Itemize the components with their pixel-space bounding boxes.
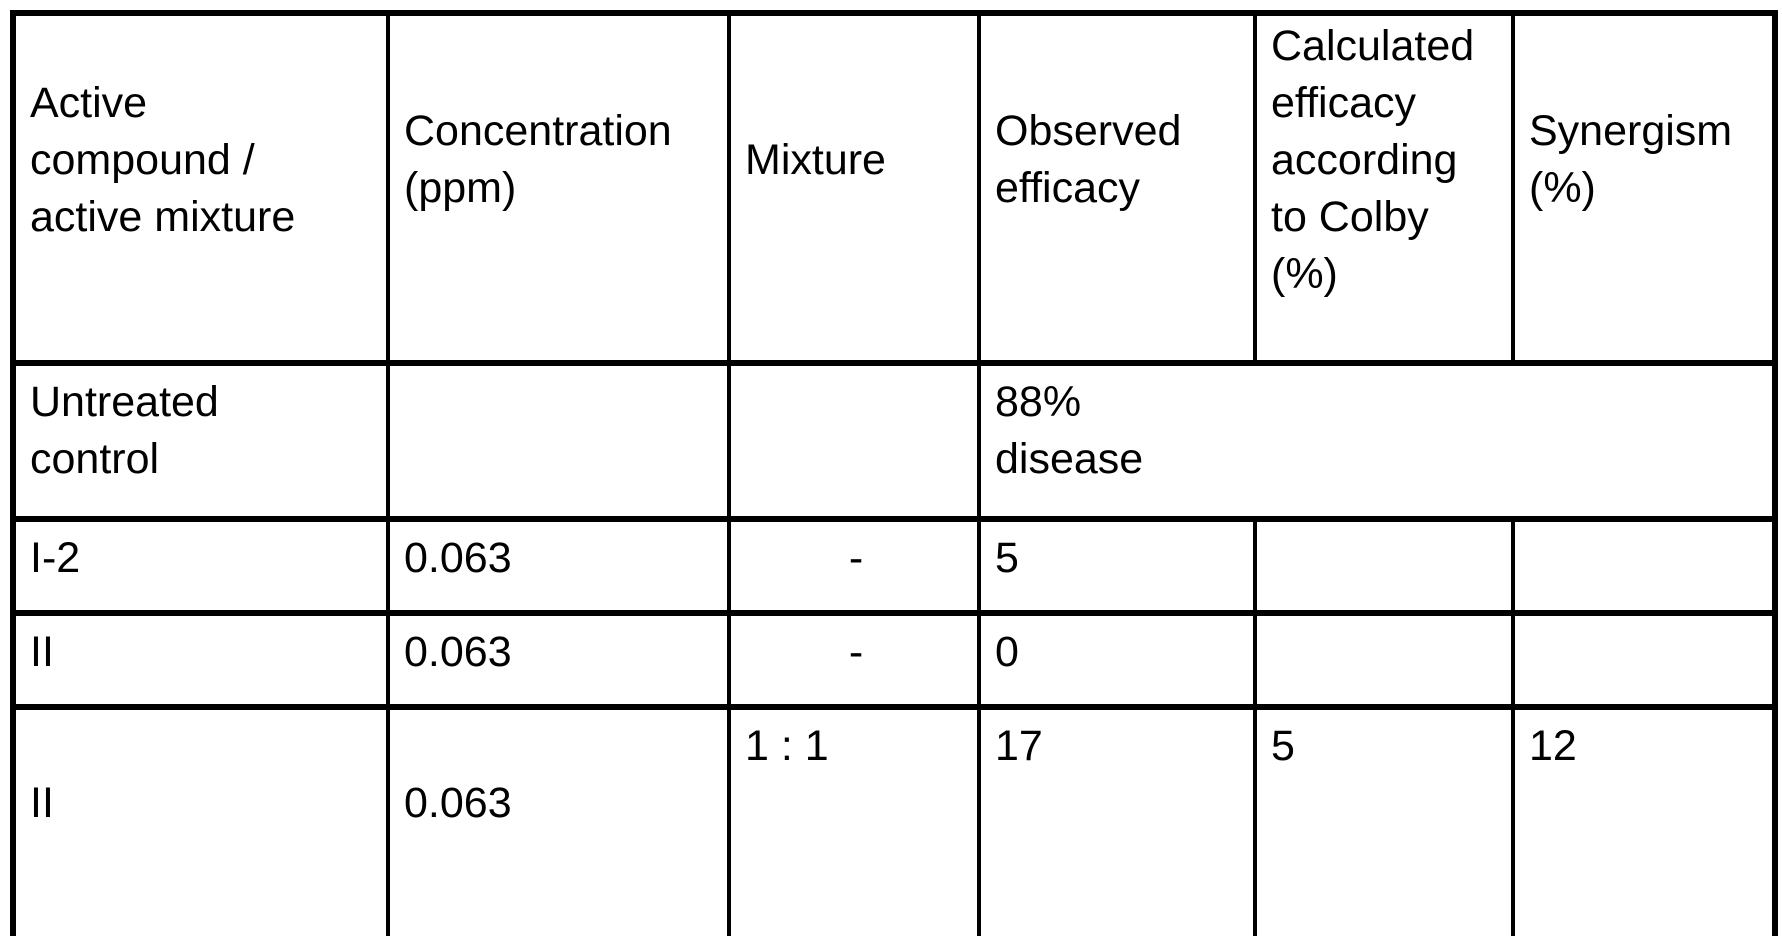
cell-observed: 5 <box>977 516 1257 616</box>
header-cell-concentration: Concentration (ppm) <box>386 10 731 366</box>
table-row-II: II 0.063 - 0 <box>11 610 1777 710</box>
efficacy-table: Active compound / active mixture Concent… <box>10 10 1778 936</box>
concentration-line-1: 0.063 <box>404 779 512 827</box>
cell-mixture <box>727 360 981 522</box>
cell-concentration: 0.063 <box>386 610 731 710</box>
cell-colby <box>1253 516 1515 616</box>
cell-observed-merged: 88% disease <box>977 360 1777 522</box>
table-row-mixture-II-I-2: II I-2 0.063 0.063 1 : 1 17 5 12 <box>11 704 1777 936</box>
cell-observed: 17 <box>977 704 1257 936</box>
header-cell-observed: Observed efficacy <box>977 10 1257 366</box>
cell-compound: II I-2 <box>11 704 390 936</box>
table-row-untreated-control: Untreated control 88% disease <box>11 360 1777 522</box>
cell-synergism <box>1511 516 1777 616</box>
header-cell-compound: Active compound / active mixture <box>11 10 390 366</box>
compound-line-1: II <box>30 779 54 827</box>
header-cell-colby: Calculated efficacy according to Colby (… <box>1253 10 1515 366</box>
concentration-line-2: 0.063 <box>404 927 717 936</box>
cell-compound: II <box>11 610 390 710</box>
cell-colby: 5 <box>1253 704 1515 936</box>
table-row-I-2: I-2 0.063 - 5 <box>11 516 1777 616</box>
cell-synergism <box>1511 610 1777 710</box>
cell-mixture: - <box>727 610 981 710</box>
cell-colby <box>1253 610 1515 710</box>
compound-line-2: I-2 <box>30 927 376 936</box>
cell-synergism: 12 <box>1511 704 1777 936</box>
header-cell-synergism: Synergism (%) <box>1511 10 1777 366</box>
cell-mixture: - <box>727 516 981 616</box>
header-cell-mixture: Mixture <box>727 10 981 366</box>
cell-compound: I-2 <box>11 516 390 616</box>
cell-observed: 0 <box>977 610 1257 710</box>
cell-concentration: 0.063 0.063 <box>386 704 731 936</box>
cell-compound: Untreated control <box>11 360 390 522</box>
cell-concentration <box>386 360 731 522</box>
cell-mixture: 1 : 1 <box>727 704 981 936</box>
cell-concentration: 0.063 <box>386 516 731 616</box>
table-header-row: Active compound / active mixture Concent… <box>11 10 1777 366</box>
